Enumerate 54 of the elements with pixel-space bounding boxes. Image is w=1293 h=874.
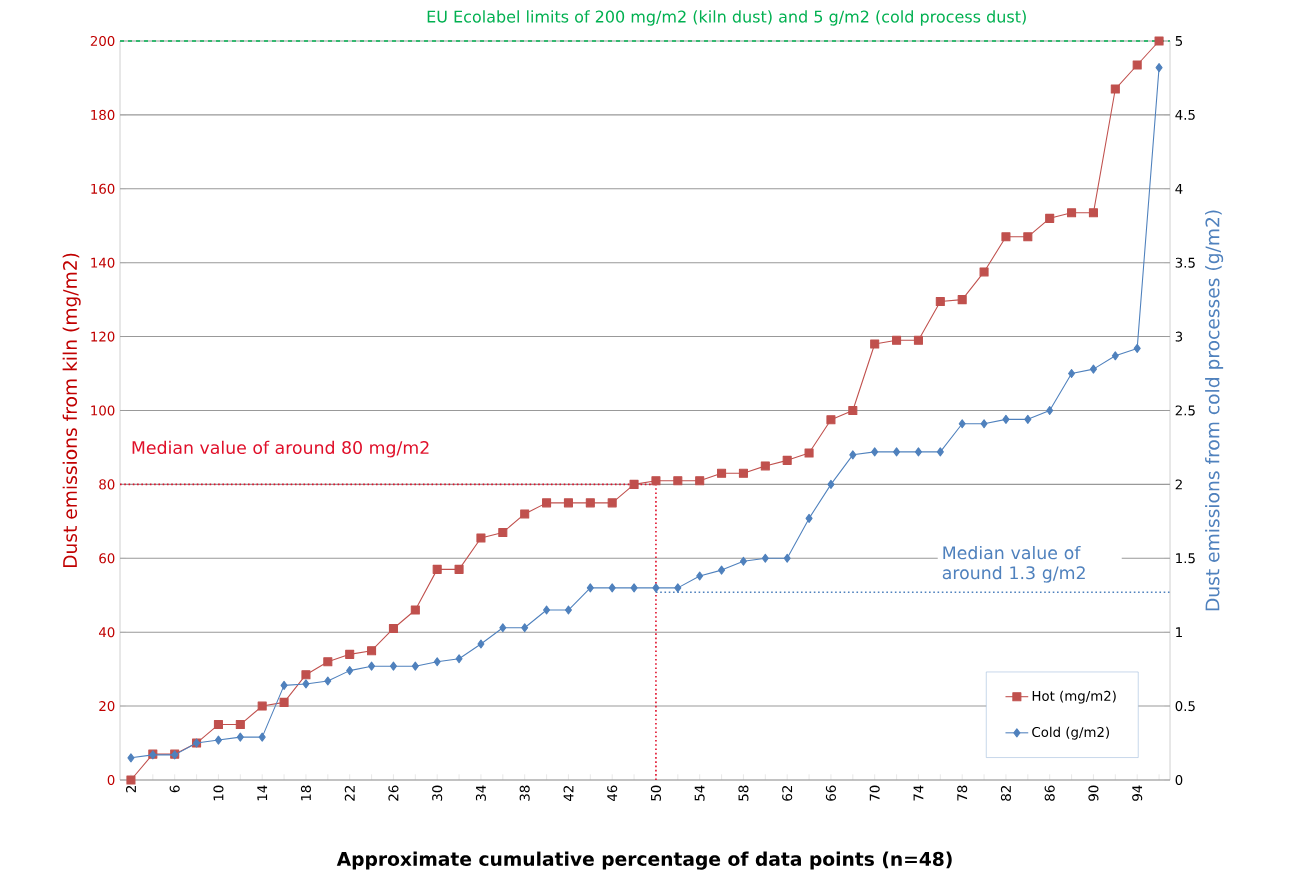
x-tick-label: 18 (300, 785, 311, 801)
x-tick-label: 14 (257, 785, 268, 801)
y2-axis-title: Dust emissions from cold processes (g/m2) (1205, 210, 1224, 611)
y2-tick-label: 4 (1175, 183, 1183, 194)
y2-tick-label: 0.5 (1175, 701, 1195, 712)
y2-tick-label: 3 (1175, 331, 1183, 342)
legend-label: Hot (mg/m2) (1032, 690, 1116, 704)
y2-tick-label: 0 (1175, 774, 1183, 786)
x-tick-label: 66 (825, 785, 836, 801)
y2-tick-label: 5 (1175, 36, 1183, 46)
y-tick-label: 200 (90, 35, 115, 47)
y-tick-label: 60 (99, 553, 115, 564)
x-tick-label: 22 (344, 786, 355, 801)
x-tick-label: 26 (388, 785, 399, 801)
y-tick-label: 120 (91, 331, 115, 342)
x-tick-label: 50 (650, 785, 661, 801)
x-tick-label: 74 (913, 785, 924, 801)
y-tick-label: 180 (91, 109, 115, 120)
x-tick-label: 6 (169, 785, 180, 793)
x-tick-label: 30 (432, 785, 443, 801)
x-tick-label: 10 (213, 785, 224, 801)
x-tick-label: 54 (694, 785, 705, 801)
y2-tick-label: 1.5 (1176, 553, 1195, 564)
x-tick-label: 90 (1088, 785, 1099, 801)
x-tick-label: 78 (957, 785, 968, 801)
y-axis-title: Dust emissions from kiln (mg/m2) (62, 253, 81, 568)
x-tick-label: 42 (563, 786, 574, 802)
chart-title: EU Ecolabel limits of 200 mg/m2 (kiln dust) and 5 g/m2 (cold process dust) (427, 10, 1026, 26)
x-tick-label: 2 (125, 786, 136, 793)
x-tick-label: 86 (1044, 785, 1055, 801)
x-axis-title: Approximate cumulative percentage of data points (n=48) (336, 851, 952, 870)
y2-tick-label: 2 (1175, 479, 1182, 490)
y-tick-label: 20 (99, 701, 115, 712)
y2-tick-label: 4.5 (1175, 109, 1195, 120)
y-tick-label: 40 (98, 627, 115, 638)
y-tick-label: 0 (107, 774, 115, 786)
y-tick-label: 160 (91, 183, 115, 194)
y-tick-label: 100 (91, 405, 115, 416)
ref-line-label: Median value of around 80 mg/m2 (132, 440, 429, 458)
y-tick-label: 80 (99, 479, 115, 490)
y2-tick-label: 3.5 (1175, 257, 1195, 268)
x-tick-label: 34 (475, 785, 486, 801)
ref-line-label: Median value of around 1.3 g/m2 (942, 545, 1085, 583)
x-tick-label: 94 (1132, 785, 1143, 801)
y2-tick-label: 2.5 (1175, 405, 1195, 416)
y2-tick-label: 1 (1176, 627, 1182, 638)
x-tick-label: 38 (519, 785, 530, 801)
x-tick-label: 70 (869, 785, 880, 801)
x-tick-label: 46 (607, 785, 618, 802)
y-tick-label: 140 (91, 257, 115, 268)
x-tick-label: 58 (738, 785, 749, 801)
legend-label: Cold (g/m2) (1032, 726, 1109, 740)
x-tick-label: 62 (782, 786, 793, 801)
x-tick-label: 82 (1000, 786, 1011, 801)
